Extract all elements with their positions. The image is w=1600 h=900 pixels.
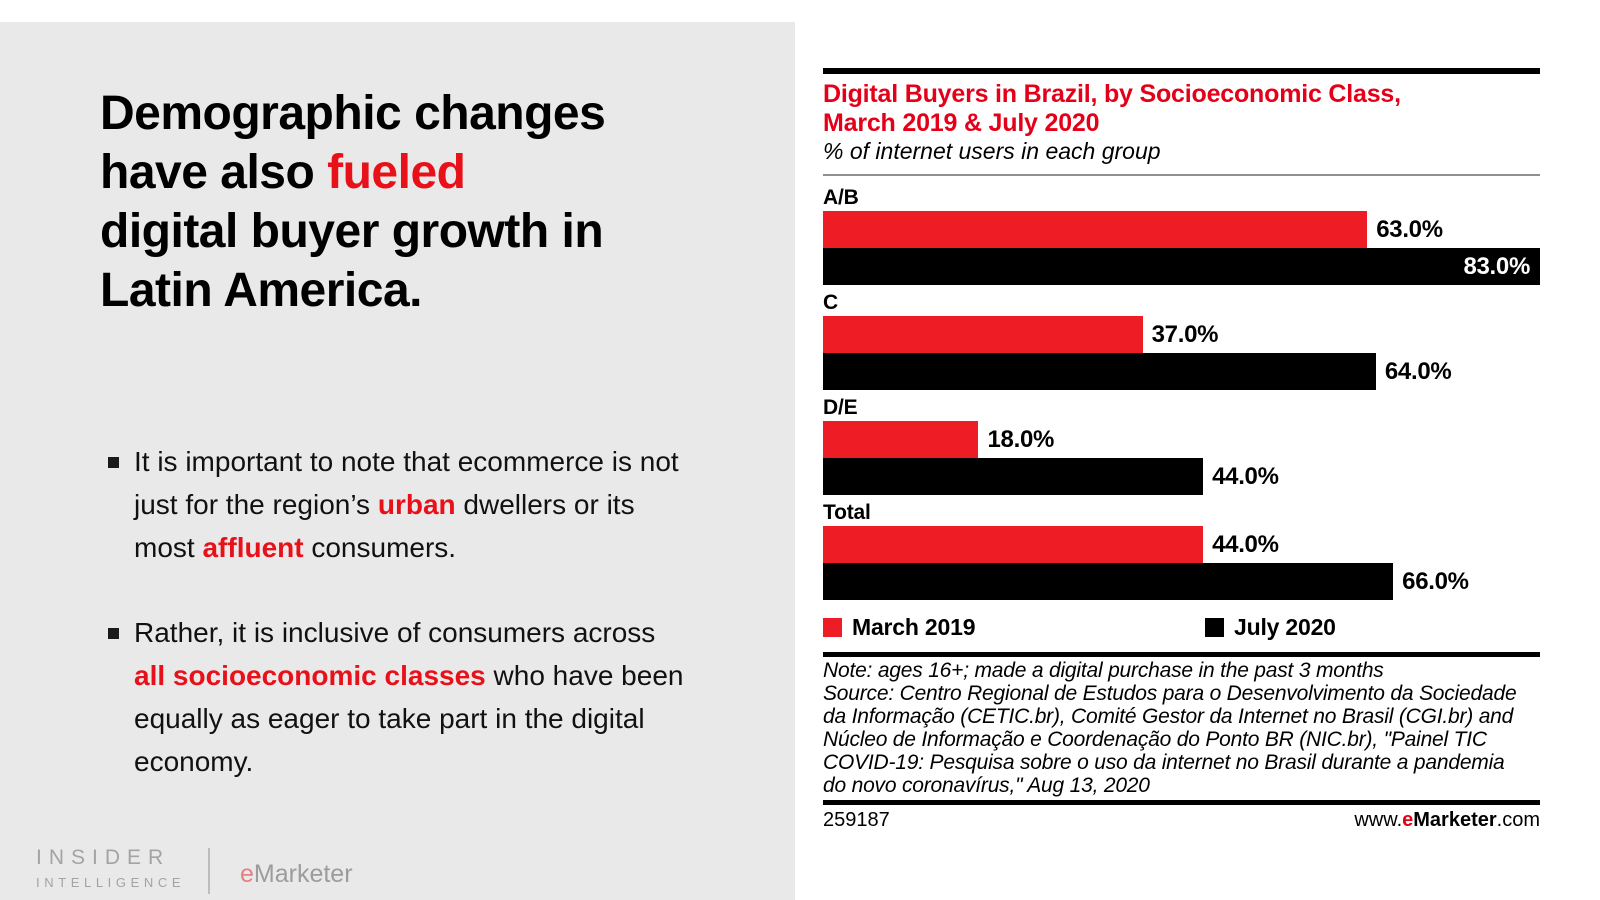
bullet-square-icon [108,628,119,639]
bar-value-label: 83.0% [1463,252,1530,280]
bullet-1-line-2: just for the region’s urban dwellers or … [134,483,728,526]
chart-footnote: Note: ages 16+; made a digital purchase … [823,659,1540,797]
chart-title-line-1: Digital Buyers in Brazil, by Socioeconom… [823,80,1401,108]
subtitle-rule [823,174,1540,176]
bar-value-label: 66.0% [1402,567,1469,595]
category-label: A/B [823,186,859,209]
headline-line-2: have also fueled [100,143,760,202]
legend-label: March 2019 [852,614,976,640]
headline-text: digital buyer growth in [100,205,604,258]
headline-text: Latin America. [100,264,423,317]
bar-july2020-total: 66.0% [823,563,1469,600]
chart-group-c: C 37.0% 64.0% [823,289,1540,390]
bullet-list: It is important to note that ecommerce i… [108,440,728,783]
chart-subtitle: % of internet users in each group [823,138,1161,164]
url-com: .com [1496,809,1540,831]
left-gray-panel: Demographic changes have also fueled dig… [0,22,795,900]
legend-label: July 2020 [1234,614,1336,640]
source-line: Source: Centro Regional de Estudos para … [823,682,1517,705]
emarketer-logo-text: Marketer [253,860,353,888]
url-e: e [1402,809,1414,831]
bar-value-label: 18.0% [987,425,1055,453]
category-label: Total [823,501,871,524]
bullet-2-line-1: Rather, it is inclusive of consumers acr… [134,611,728,654]
bullet-item-1: It is important to note that ecommerce i… [108,440,728,569]
chart-group-de: D/E 18.0% 44.0% [823,394,1540,495]
legend-rule [823,652,1540,657]
bar-july2020-ab: 83.0% [823,248,1540,285]
bar-march2019-ab: 63.0% [823,211,1443,248]
bullet-red-word: urban [377,489,456,520]
chart-group-ab: A/B 63.0% 83.0% [823,184,1540,285]
bar-value-label: 63.0% [1376,215,1443,243]
intelligence-wordmark: INTELLIGENCE [36,875,186,890]
bullet-square-icon [108,457,119,468]
legend-swatch-black [1205,618,1224,637]
bullet-text: Rather, it is inclusive of consumers acr… [134,617,656,648]
emarketer-url[interactable]: www.eMarketer.com [1354,809,1540,832]
category-label: D/E [823,396,858,419]
chart-title: Digital Buyers in Brazil, by Socioeconom… [823,80,1401,138]
bullet-text: consumers. [303,532,457,563]
chart-id: 259187 [823,809,890,831]
bar-march2019-c: 37.0% [823,316,1218,353]
url-marketer: Marketer [1413,809,1497,831]
headline-line-4: Latin America. [100,261,760,320]
source-line: COVID-19: Pesquisa sobre o uso da intern… [823,751,1505,774]
footer-rule [823,800,1540,805]
top-rule [823,68,1540,74]
legend-item-july2020: July 2020 [1205,614,1336,641]
bullet-2-line-3: equally as eager to take part in the dig… [134,697,728,740]
chart-group-total: Total 44.0% 66.0% [823,499,1540,600]
logo-divider [208,848,210,894]
bar-value-label: 37.0% [1151,320,1219,348]
bar-chart: A/B 63.0% 83.0% C 37.0% 64.0% D/E 18.0% … [823,184,1540,604]
bullet-red-phrase: all socioeconomic classes [134,660,486,691]
bullet-red-word: affluent [202,532,304,563]
bar-value-label: 44.0% [1212,462,1279,490]
bar-march2019-total: 44.0% [823,526,1279,563]
category-label: C [823,291,838,314]
bullet-text: just for the region’s [134,489,378,520]
bullet-2-line-4: economy. [134,740,728,783]
bar-march2019-de: 18.0% [823,421,1054,458]
headline-text: have also [100,146,328,199]
bullet-text: who have been [485,660,684,691]
chart-title-line-2: March 2019 & July 2020 [823,109,1100,137]
bar-july2020-c: 64.0% [823,353,1452,390]
headline-line-3: digital buyer growth in [100,202,760,261]
bullet-1-line-1: It is important to note that ecommerce i… [134,440,728,483]
bullet-2-line-2: all socioeconomic classes who have been [134,654,728,697]
source-line: da Informação (CETIC.br), Comité Gestor … [823,705,1514,728]
note-line: Note: ages 16+; made a digital purchase … [823,659,1384,682]
bar-july2020-de: 44.0% [823,458,1279,495]
bullet-item-2: Rather, it is inclusive of consumers acr… [108,611,728,783]
bar-value-label: 44.0% [1212,530,1279,558]
bullet-text: equally as eager to take part in the dig… [134,703,645,734]
bullet-1-line-3: most affluent consumers. [134,526,728,569]
headline-text: Demographic changes [100,87,606,140]
url-www: www. [1354,809,1403,831]
chart-legend: March 2019 July 2020 [823,614,1540,640]
bullet-text: dwellers or its [455,489,635,520]
emarketer-logo-e: e [240,860,254,888]
slide-headline: Demographic changes have also fueled dig… [100,84,760,320]
emarketer-logo: eMarketer [240,860,353,889]
insider-wordmark: INSIDER [36,846,171,869]
bullet-text: most [134,532,203,563]
bullet-text: It is important to note that ecommerce i… [134,446,679,477]
headline-red-word: fueled [327,146,466,199]
source-line: Núcleo de Informação e Coordenação do Po… [823,728,1487,751]
headline-line-1: Demographic changes [100,84,760,143]
bar-value-label: 64.0% [1384,357,1452,385]
source-line: do novo coronavírus," Aug 13, 2020 [823,774,1150,797]
bullet-text: economy. [134,746,254,777]
legend-item-march2019: March 2019 [823,614,976,641]
insider-intelligence-logo: INSIDER INTELLIGENCE [36,846,185,890]
chart-panel: Digital Buyers in Brazil, by Socioeconom… [823,0,1540,900]
legend-swatch-red [823,618,842,637]
